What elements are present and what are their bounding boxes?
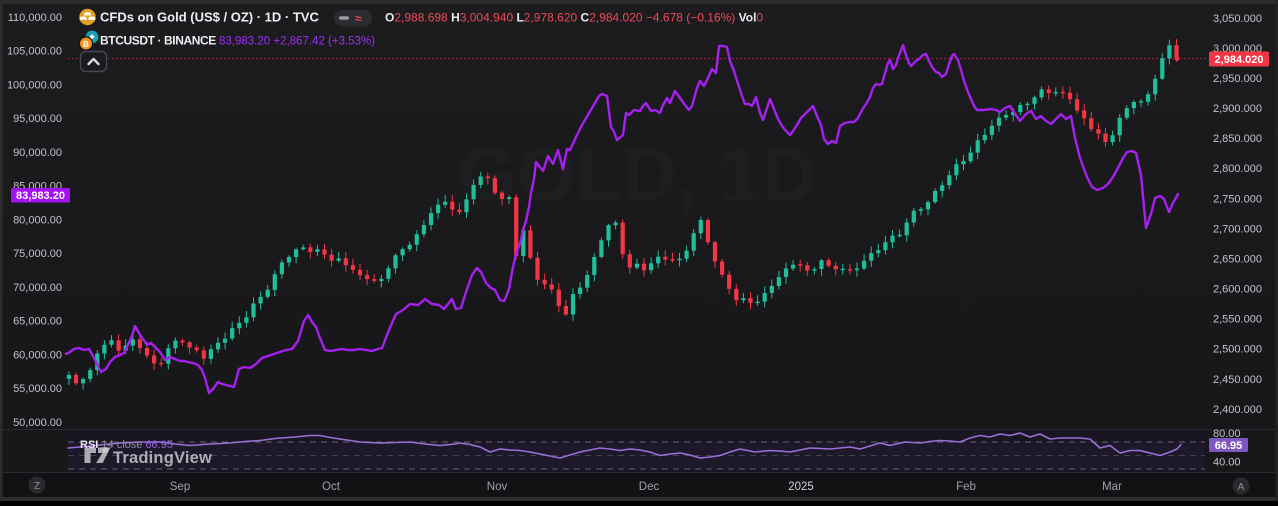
svg-text:Feb: Feb <box>956 481 976 493</box>
svg-text:50,000.00: 50,000.00 <box>13 417 62 429</box>
svg-text:3,050.000: 3,050.000 <box>1213 13 1262 25</box>
svg-text:90,000.00: 90,000.00 <box>13 147 62 159</box>
svg-text:Oct: Oct <box>322 481 341 493</box>
svg-text:100,000.00: 100,000.00 <box>7 79 62 91</box>
svg-text:CFDs on Gold (US$ / OZ) · 1D ·: CFDs on Gold (US$ / OZ) · 1D · TVC <box>100 10 319 25</box>
svg-text:2,500.000: 2,500.000 <box>1213 344 1262 356</box>
svg-text:80,000.00: 80,000.00 <box>13 214 62 226</box>
svg-text:110,000.00: 110,000.00 <box>8 12 62 24</box>
svg-text:2,950.000: 2,950.000 <box>1213 73 1262 85</box>
svg-text:2,800.000: 2,800.000 <box>1213 163 1262 175</box>
svg-text:2,450.000: 2,450.000 <box>1213 374 1262 386</box>
svg-text:60,000.00: 60,000.00 <box>13 349 62 361</box>
svg-text:55,000.00: 55,000.00 <box>13 383 62 395</box>
svg-text:A: A <box>1238 482 1245 493</box>
svg-text:2,650.000: 2,650.000 <box>1213 253 1262 265</box>
svg-text:Ƀ: Ƀ <box>83 39 89 49</box>
svg-text:2,984.020: 2,984.020 <box>1215 54 1264 66</box>
svg-text:Sep: Sep <box>170 481 190 493</box>
svg-text:TradingView: TradingView <box>113 449 212 467</box>
svg-text:2025: 2025 <box>788 481 814 493</box>
svg-text:83,983.20 +2,867.42 (+3.53%): 83,983.20 +2,867.42 (+3.53%) <box>219 36 375 48</box>
svg-text:70,000.00: 70,000.00 <box>13 282 62 294</box>
svg-text:75,000.00: 75,000.00 <box>13 248 62 260</box>
svg-text:66.95: 66.95 <box>1215 440 1243 452</box>
svg-text:2,400.000: 2,400.000 <box>1213 404 1262 416</box>
svg-text:40.00: 40.00 <box>1213 457 1241 469</box>
svg-text:83,983.20: 83,983.20 <box>16 190 65 202</box>
svg-text:O2,988.698 H3,004.940 L2,978.6: O2,988.698 H3,004.940 L2,978.620 C2,984.… <box>385 11 763 25</box>
svg-text:Dec: Dec <box>639 481 660 493</box>
svg-text:65,000.00: 65,000.00 <box>13 316 62 328</box>
svg-text:CFDs on Gold (US$ / OZ): CFDs on Gold (US$ / OZ) <box>295 243 978 308</box>
svg-text:Mar: Mar <box>1102 481 1122 493</box>
svg-text:Z: Z <box>34 481 40 492</box>
svg-text:2,850.000: 2,850.000 <box>1213 133 1262 145</box>
svg-text:2,550.000: 2,550.000 <box>1213 314 1262 326</box>
svg-text:2,700.000: 2,700.000 <box>1213 223 1262 235</box>
svg-text:GOLD, 1D: GOLD, 1D <box>458 133 817 218</box>
svg-text:BTCUSDT · BINANCE: BTCUSDT · BINANCE <box>100 34 216 48</box>
svg-text:2,900.000: 2,900.000 <box>1213 103 1262 115</box>
svg-text:2,600.000: 2,600.000 <box>1213 284 1262 296</box>
svg-text:95,000.00: 95,000.00 <box>13 113 62 125</box>
svg-text:2,750.000: 2,750.000 <box>1213 193 1262 205</box>
svg-text:Nov: Nov <box>487 481 508 493</box>
svg-text:105,000.00: 105,000.00 <box>7 46 62 58</box>
svg-text:≈: ≈ <box>355 12 362 26</box>
